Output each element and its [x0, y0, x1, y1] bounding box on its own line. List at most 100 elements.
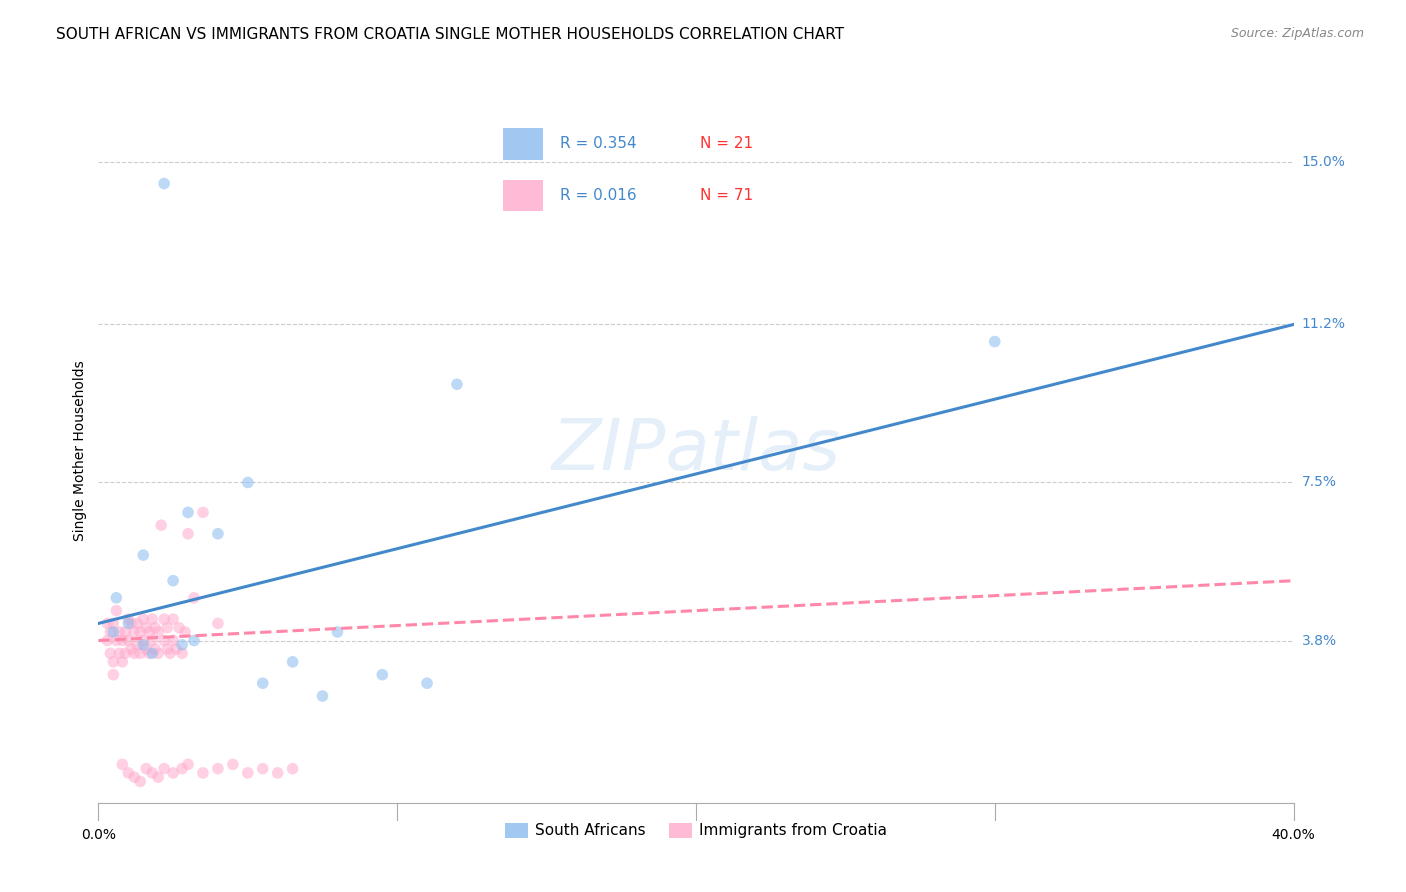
Point	[236, 765, 259, 780]
Point	[124, 624, 146, 639]
Point	[177, 505, 200, 519]
Point	[159, 646, 181, 660]
Point	[103, 667, 125, 681]
Point	[132, 548, 155, 562]
Point	[127, 616, 149, 631]
Point	[177, 526, 200, 541]
Point	[105, 591, 128, 605]
Point	[167, 621, 190, 635]
Text: 7.5%: 7.5%	[1302, 475, 1337, 490]
Point	[281, 655, 304, 669]
Point	[132, 633, 155, 648]
Text: 0.0%: 0.0%	[82, 828, 115, 842]
Point	[172, 638, 194, 652]
Text: 11.2%: 11.2%	[1302, 318, 1346, 332]
Text: ZIPatlas: ZIPatlas	[551, 416, 841, 485]
Point	[156, 621, 179, 635]
Point	[135, 762, 157, 776]
Point	[111, 757, 134, 772]
Point	[117, 765, 139, 780]
Point	[143, 621, 166, 635]
Point	[162, 633, 184, 648]
Legend: South Africans, Immigrants from Croatia: South Africans, Immigrants from Croatia	[499, 817, 893, 845]
Point	[135, 642, 157, 657]
Point	[111, 633, 134, 648]
Point	[172, 762, 194, 776]
Point	[120, 642, 142, 657]
Point	[153, 177, 176, 191]
Text: SOUTH AFRICAN VS IMMIGRANTS FROM CROATIA SINGLE MOTHER HOUSEHOLDS CORRELATION CH: SOUTH AFRICAN VS IMMIGRANTS FROM CROATIA…	[56, 27, 845, 42]
Point	[153, 633, 176, 648]
Point	[267, 765, 290, 780]
Point	[446, 377, 468, 392]
Point	[103, 616, 125, 631]
Point	[252, 762, 274, 776]
Point	[141, 765, 163, 780]
Text: Source: ZipAtlas.com: Source: ZipAtlas.com	[1230, 27, 1364, 40]
Point	[148, 624, 170, 639]
Point	[162, 574, 184, 588]
Point	[148, 646, 170, 660]
Point	[172, 646, 194, 660]
Point	[117, 612, 139, 626]
Point	[111, 655, 134, 669]
Point	[124, 770, 146, 784]
Point	[129, 646, 152, 660]
Point	[150, 518, 173, 533]
Point	[183, 633, 205, 648]
Point	[141, 612, 163, 626]
Point	[117, 633, 139, 648]
Point	[153, 762, 176, 776]
Point	[132, 612, 155, 626]
Point	[114, 646, 136, 660]
Point	[141, 646, 163, 660]
Point	[120, 616, 142, 631]
Point	[138, 624, 160, 639]
Point	[311, 689, 333, 703]
Point	[103, 655, 125, 669]
Point	[162, 612, 184, 626]
Point	[191, 505, 214, 519]
Point	[141, 633, 163, 648]
Point	[105, 633, 128, 648]
Point	[156, 642, 179, 657]
Text: 3.8%: 3.8%	[1302, 633, 1337, 648]
Point	[222, 757, 245, 772]
Point	[124, 646, 146, 660]
Point	[153, 612, 176, 626]
Point	[127, 638, 149, 652]
Point	[98, 624, 122, 639]
Point	[416, 676, 439, 690]
Point	[108, 646, 131, 660]
Point	[132, 638, 155, 652]
Point	[96, 633, 118, 648]
Point	[174, 624, 197, 639]
Point	[143, 642, 166, 657]
Point	[165, 642, 187, 657]
Point	[191, 765, 214, 780]
Point	[103, 624, 125, 639]
Point	[148, 770, 170, 784]
Point	[117, 616, 139, 631]
Point	[281, 762, 304, 776]
Point	[129, 774, 152, 789]
Point	[96, 616, 118, 631]
Text: 15.0%: 15.0%	[1302, 155, 1346, 169]
Point	[114, 624, 136, 639]
Point	[108, 624, 131, 639]
Point	[326, 624, 349, 639]
Point	[252, 676, 274, 690]
Y-axis label: Single Mother Households: Single Mother Households	[73, 360, 87, 541]
Point	[207, 616, 229, 631]
Text: 40.0%: 40.0%	[1271, 828, 1316, 842]
Point	[371, 667, 394, 681]
Point	[135, 621, 157, 635]
Point	[207, 762, 229, 776]
Point	[177, 757, 200, 772]
Point	[183, 591, 205, 605]
Point	[98, 646, 122, 660]
Point	[207, 526, 229, 541]
Point	[162, 765, 184, 780]
Point	[138, 646, 160, 660]
Point	[984, 334, 1007, 349]
